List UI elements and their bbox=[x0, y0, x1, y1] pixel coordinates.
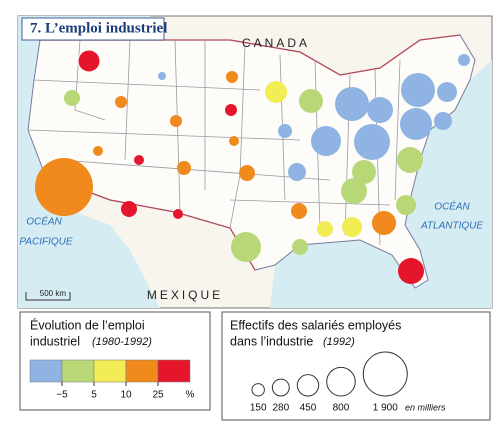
scale-bar bbox=[25, 292, 71, 301]
atlantic-ocean bbox=[270, 60, 492, 308]
legend-title: industriel bbox=[30, 334, 80, 348]
legend-title: Effectifs des salariés employés bbox=[230, 318, 401, 332]
state-circle bbox=[372, 211, 396, 235]
state-circle bbox=[288, 163, 306, 181]
size-scale: 150 280 450 800 1 900 en milliers bbox=[250, 351, 446, 414]
state-circle bbox=[458, 54, 470, 66]
unit-label: en milliers bbox=[405, 402, 446, 412]
size-label: 1 900 bbox=[373, 403, 398, 414]
ocean-label: OCÉAN bbox=[434, 200, 470, 213]
state-circle bbox=[434, 112, 452, 130]
state-circle bbox=[291, 203, 307, 219]
size-label: 280 bbox=[272, 403, 289, 414]
unit-label: % bbox=[186, 390, 195, 401]
state-circle bbox=[400, 108, 432, 140]
state-circle bbox=[265, 81, 287, 103]
size-label: 450 bbox=[300, 403, 317, 414]
title-box bbox=[21, 17, 165, 41]
size-circle bbox=[296, 374, 320, 397]
state-circle bbox=[173, 209, 183, 219]
state-circle bbox=[115, 96, 127, 108]
size-circle bbox=[251, 383, 265, 397]
state-circle bbox=[231, 232, 261, 262]
legend-title: dans l’industrie bbox=[230, 334, 313, 348]
size-label: 150 bbox=[250, 403, 267, 414]
color-scale: −5 5 10 25% bbox=[29, 359, 195, 401]
country-label: MEXIQUE bbox=[147, 288, 223, 302]
state-circle bbox=[93, 146, 103, 156]
state-circle bbox=[121, 201, 137, 217]
size-label: 800 bbox=[333, 403, 350, 414]
state-circle bbox=[226, 71, 238, 83]
tick-label: −5 bbox=[56, 390, 68, 401]
state-circle bbox=[229, 136, 239, 146]
color-swatch bbox=[93, 359, 127, 383]
tick-label: 25 bbox=[152, 390, 164, 401]
ocean-label: ATLANTIQUE bbox=[420, 221, 483, 232]
state-circle bbox=[299, 89, 323, 113]
scale-label: 500 km bbox=[40, 289, 67, 298]
state-circle bbox=[292, 239, 308, 255]
size-circle bbox=[326, 366, 356, 397]
state-circle bbox=[225, 104, 237, 116]
state-circle bbox=[367, 97, 393, 123]
color-swatch bbox=[157, 359, 191, 383]
state-circle bbox=[398, 258, 424, 284]
state-circle bbox=[77, 49, 101, 73]
state-circle bbox=[341, 178, 367, 204]
legend-title: Évolution de l’emploi bbox=[30, 317, 145, 332]
state-circle bbox=[170, 115, 182, 127]
state-circle bbox=[335, 87, 369, 121]
state-circle bbox=[35, 158, 93, 216]
state-circle bbox=[64, 90, 80, 106]
legend-period: (1980-1992) bbox=[92, 336, 152, 348]
state-circle bbox=[342, 217, 362, 237]
state-circle bbox=[278, 124, 292, 138]
size-legend-box bbox=[221, 311, 491, 421]
title: 7. L’emploi industriel bbox=[30, 20, 167, 36]
state-circle bbox=[134, 155, 144, 165]
pacific-ocean-south bbox=[18, 250, 160, 308]
country-label: CANADA bbox=[242, 36, 310, 50]
state-circle bbox=[177, 161, 191, 175]
state-circle bbox=[354, 124, 390, 160]
state-circle bbox=[311, 126, 341, 156]
size-circle bbox=[362, 351, 408, 397]
tick-label: 5 bbox=[91, 390, 97, 401]
color-swatch bbox=[125, 359, 159, 383]
state-circle bbox=[396, 195, 416, 215]
state-circles bbox=[35, 49, 470, 284]
color-swatch bbox=[29, 359, 63, 383]
state-circle bbox=[239, 165, 255, 181]
state-circle bbox=[397, 147, 423, 173]
state-circle bbox=[401, 73, 435, 107]
canada-border bbox=[40, 34, 461, 76]
legend-period: (1992) bbox=[323, 336, 355, 348]
state-circle bbox=[437, 82, 457, 102]
tick-label: 10 bbox=[120, 390, 132, 401]
state-circle bbox=[158, 72, 166, 80]
state-circle bbox=[317, 221, 333, 237]
size-circle bbox=[271, 378, 290, 397]
color-swatch bbox=[61, 359, 95, 383]
ocean-label: OCÉAN bbox=[26, 215, 62, 228]
ocean-label: PACIFIQUE bbox=[19, 237, 72, 248]
state-circle bbox=[352, 160, 376, 184]
